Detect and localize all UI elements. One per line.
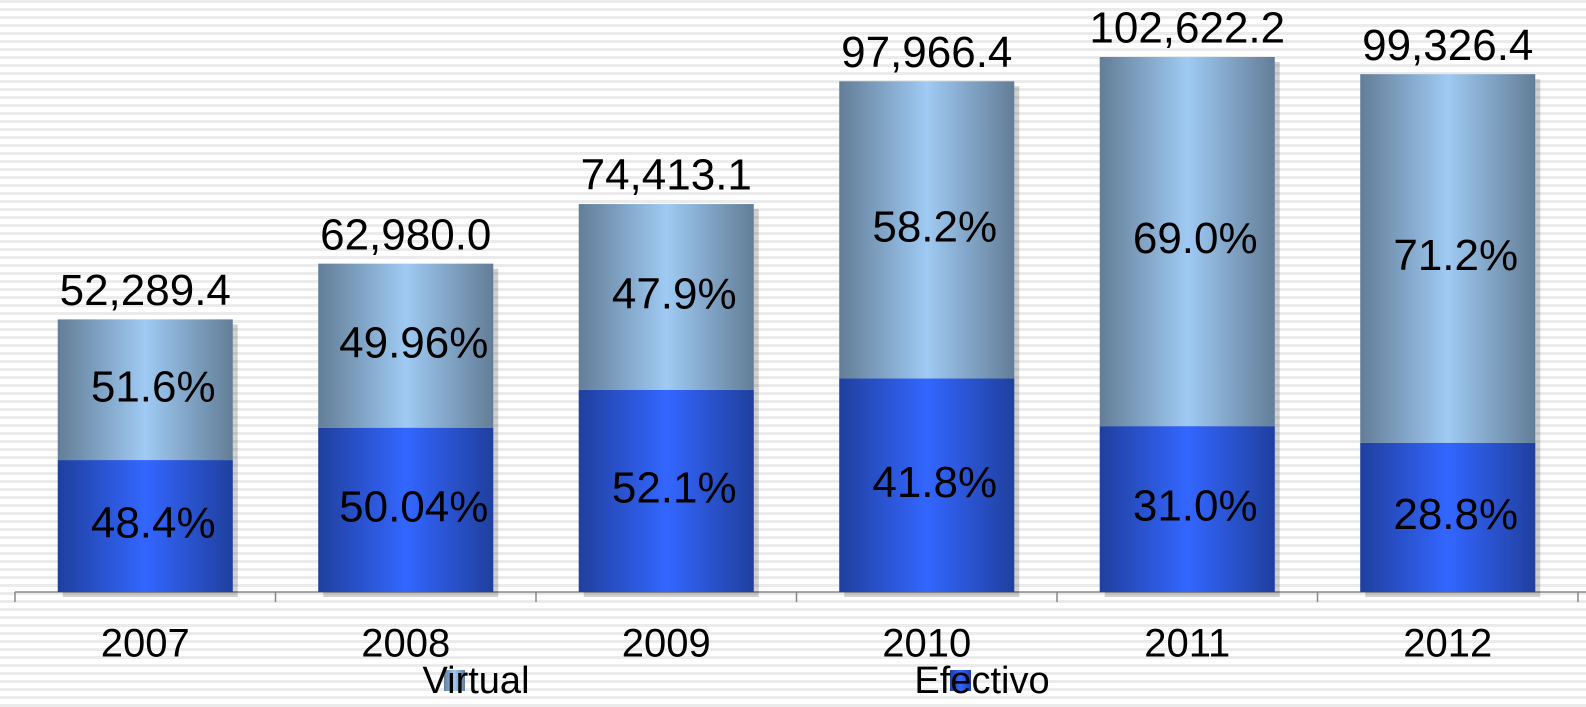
bar-shading	[578, 204, 754, 390]
bar-shading	[578, 389, 754, 592]
value-label: 50.04%	[339, 482, 488, 531]
total-label: 99,326.4	[1362, 21, 1533, 70]
bar-shading	[57, 460, 233, 592]
value-label: 49.96%	[339, 318, 488, 367]
value-label: 28.8%	[1393, 490, 1518, 539]
total-label: 74,413.1	[581, 151, 752, 200]
x-tick-label: 2010	[882, 622, 971, 666]
value-label: 41.8%	[872, 458, 997, 507]
value-label: 52.1%	[612, 464, 737, 513]
value-label: 47.9%	[612, 270, 737, 319]
bar-shading	[1099, 426, 1275, 592]
total-label: 97,966.4	[841, 28, 1012, 77]
legend-label: Virtual	[422, 660, 529, 702]
value-label: 71.2%	[1393, 231, 1518, 280]
value-label: 48.4%	[91, 499, 216, 548]
total-label: 52,289.4	[60, 266, 231, 315]
total-label: 102,622.2	[1089, 4, 1285, 53]
value-label: 51.6%	[91, 362, 216, 411]
bar-shading	[318, 427, 494, 592]
value-label: 31.0%	[1133, 482, 1258, 531]
legend-swatch-shade	[950, 670, 971, 691]
bar-shading	[839, 378, 1015, 592]
bar-shading	[1360, 74, 1536, 443]
value-label: 58.2%	[872, 203, 997, 252]
x-tick-label: 2007	[101, 622, 190, 666]
legend-swatch-shade	[444, 670, 465, 691]
bar-shading	[318, 263, 494, 428]
x-tick-label: 2012	[1403, 622, 1492, 666]
total-label: 62,980.0	[320, 210, 491, 259]
x-tick-label: 2008	[361, 622, 450, 666]
x-tick-label: 2011	[1144, 622, 1230, 666]
bar-shading	[57, 319, 233, 461]
bar-shading	[1360, 442, 1536, 592]
bar-shading	[839, 81, 1015, 379]
x-tick-label: 2009	[622, 622, 711, 666]
legend-label: Efectivo	[914, 660, 1049, 702]
value-label: 69.0%	[1133, 214, 1258, 263]
bar-shading	[1099, 57, 1275, 427]
